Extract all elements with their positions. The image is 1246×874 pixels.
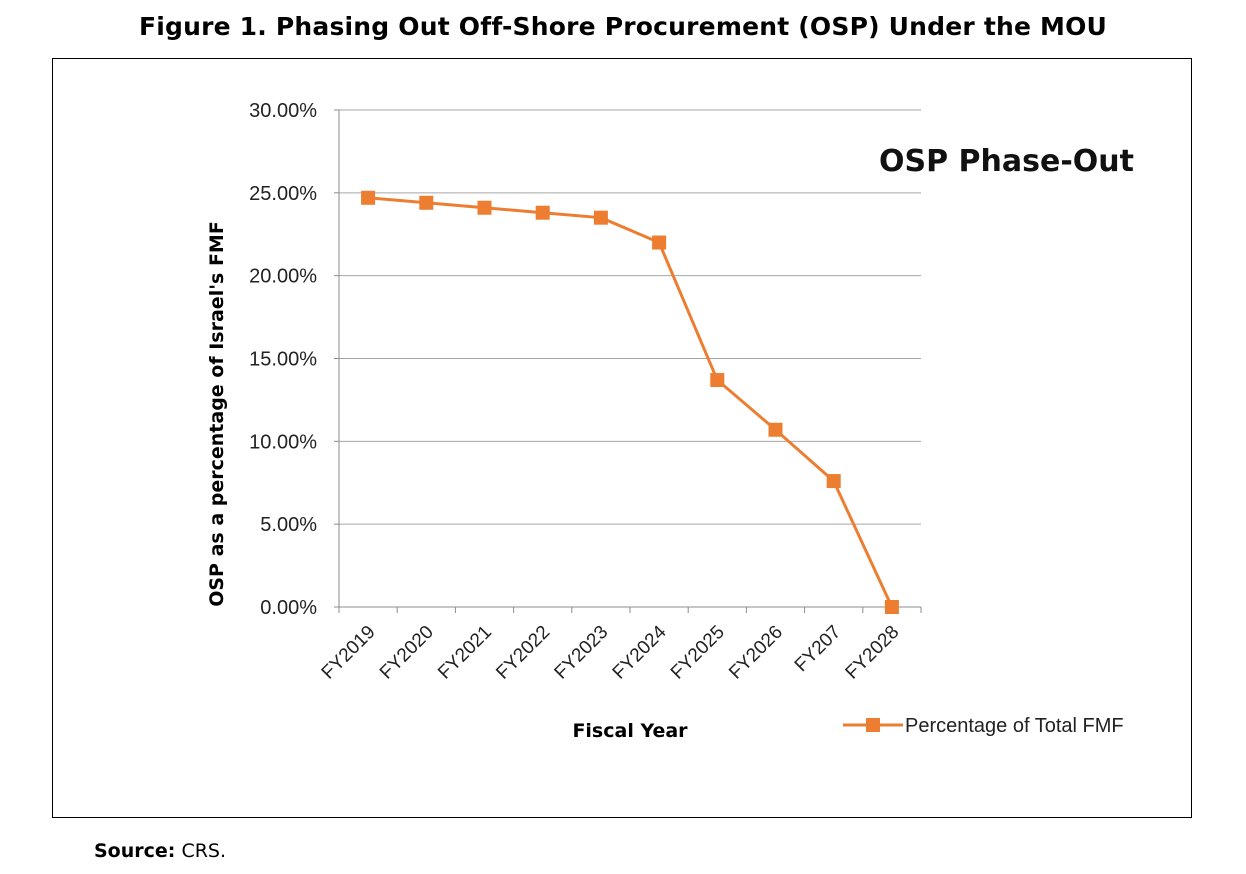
chart-frame: 0.00% 5.00% 10.00% 15.00% 20.00% 25.00% 30.00%…: [52, 58, 1192, 818]
y-tick-label: 30.00%: [249, 100, 317, 122]
y-tick-labels: 0.00% 5.00% 10.00% 15.00% 20.00% 25.00% 30.00%: [249, 100, 317, 619]
legend: Percentage of Total FMF: [843, 715, 1124, 737]
data-point-fy2028: [884, 600, 899, 614]
source-label: Source:: [94, 840, 176, 862]
line-chart: 0.00% 5.00% 10.00% 15.00% 20.00% 25.00% 30.00%…: [206, 100, 1134, 742]
legend-marker: [866, 718, 880, 732]
x-tick-label: FY207: [791, 622, 845, 676]
data-point-fy2022: [535, 205, 550, 220]
x-tick-label: FY2020: [376, 622, 438, 684]
source-note: Source: CRS.: [94, 840, 226, 862]
data-point-fy2026: [768, 422, 783, 437]
y-tick-label: 0.00%: [260, 597, 317, 619]
data-point-fy2019: [361, 190, 376, 205]
x-tick-label: FY2028: [842, 622, 904, 684]
source-text: CRS.: [181, 840, 227, 862]
x-tick-label: FY2022: [492, 622, 554, 684]
axes: [334, 109, 922, 613]
y-tick-label: 25.00%: [249, 183, 317, 205]
series-percentage-of-total-fmf: [361, 190, 899, 614]
data-point-fy2024: [652, 235, 667, 250]
data-point-fy2021: [477, 200, 492, 215]
series-line: [367, 196, 894, 608]
data-point-fy2020: [419, 195, 434, 210]
y-tick-label: 15.00%: [249, 349, 317, 371]
y-axis-title: OSP as a percentage of Israel's FMF: [206, 221, 228, 607]
x-tick-label: FY2026: [725, 622, 787, 684]
figure-title: Figure 1. Phasing Out Off-Shore Procurem…: [138, 12, 1108, 41]
data-point-fy207: [826, 474, 841, 489]
data-point-fy2025: [710, 373, 725, 388]
y-tick-label: 20.00%: [249, 266, 317, 288]
x-tick-label: FY2023: [551, 622, 613, 684]
chart-annotation: OSP Phase-Out: [879, 144, 1134, 179]
x-tick-label: FY2025: [667, 622, 729, 684]
x-tick-label: FY2019: [318, 622, 380, 684]
data-point-fy2023: [593, 210, 608, 225]
x-axis-title: Fiscal Year: [572, 720, 688, 742]
y-tick-label: 10.00%: [249, 431, 317, 453]
y-tick-label: 5.00%: [260, 514, 317, 536]
legend-label: Percentage of Total FMF: [905, 715, 1124, 737]
gridlines: [339, 109, 921, 525]
x-tick-label: FY2024: [609, 621, 671, 683]
x-tick-labels: FY2019FY2020FY2021FY2022FY2023FY2024FY20…: [318, 621, 904, 683]
x-tick-label: FY2021: [434, 622, 496, 684]
